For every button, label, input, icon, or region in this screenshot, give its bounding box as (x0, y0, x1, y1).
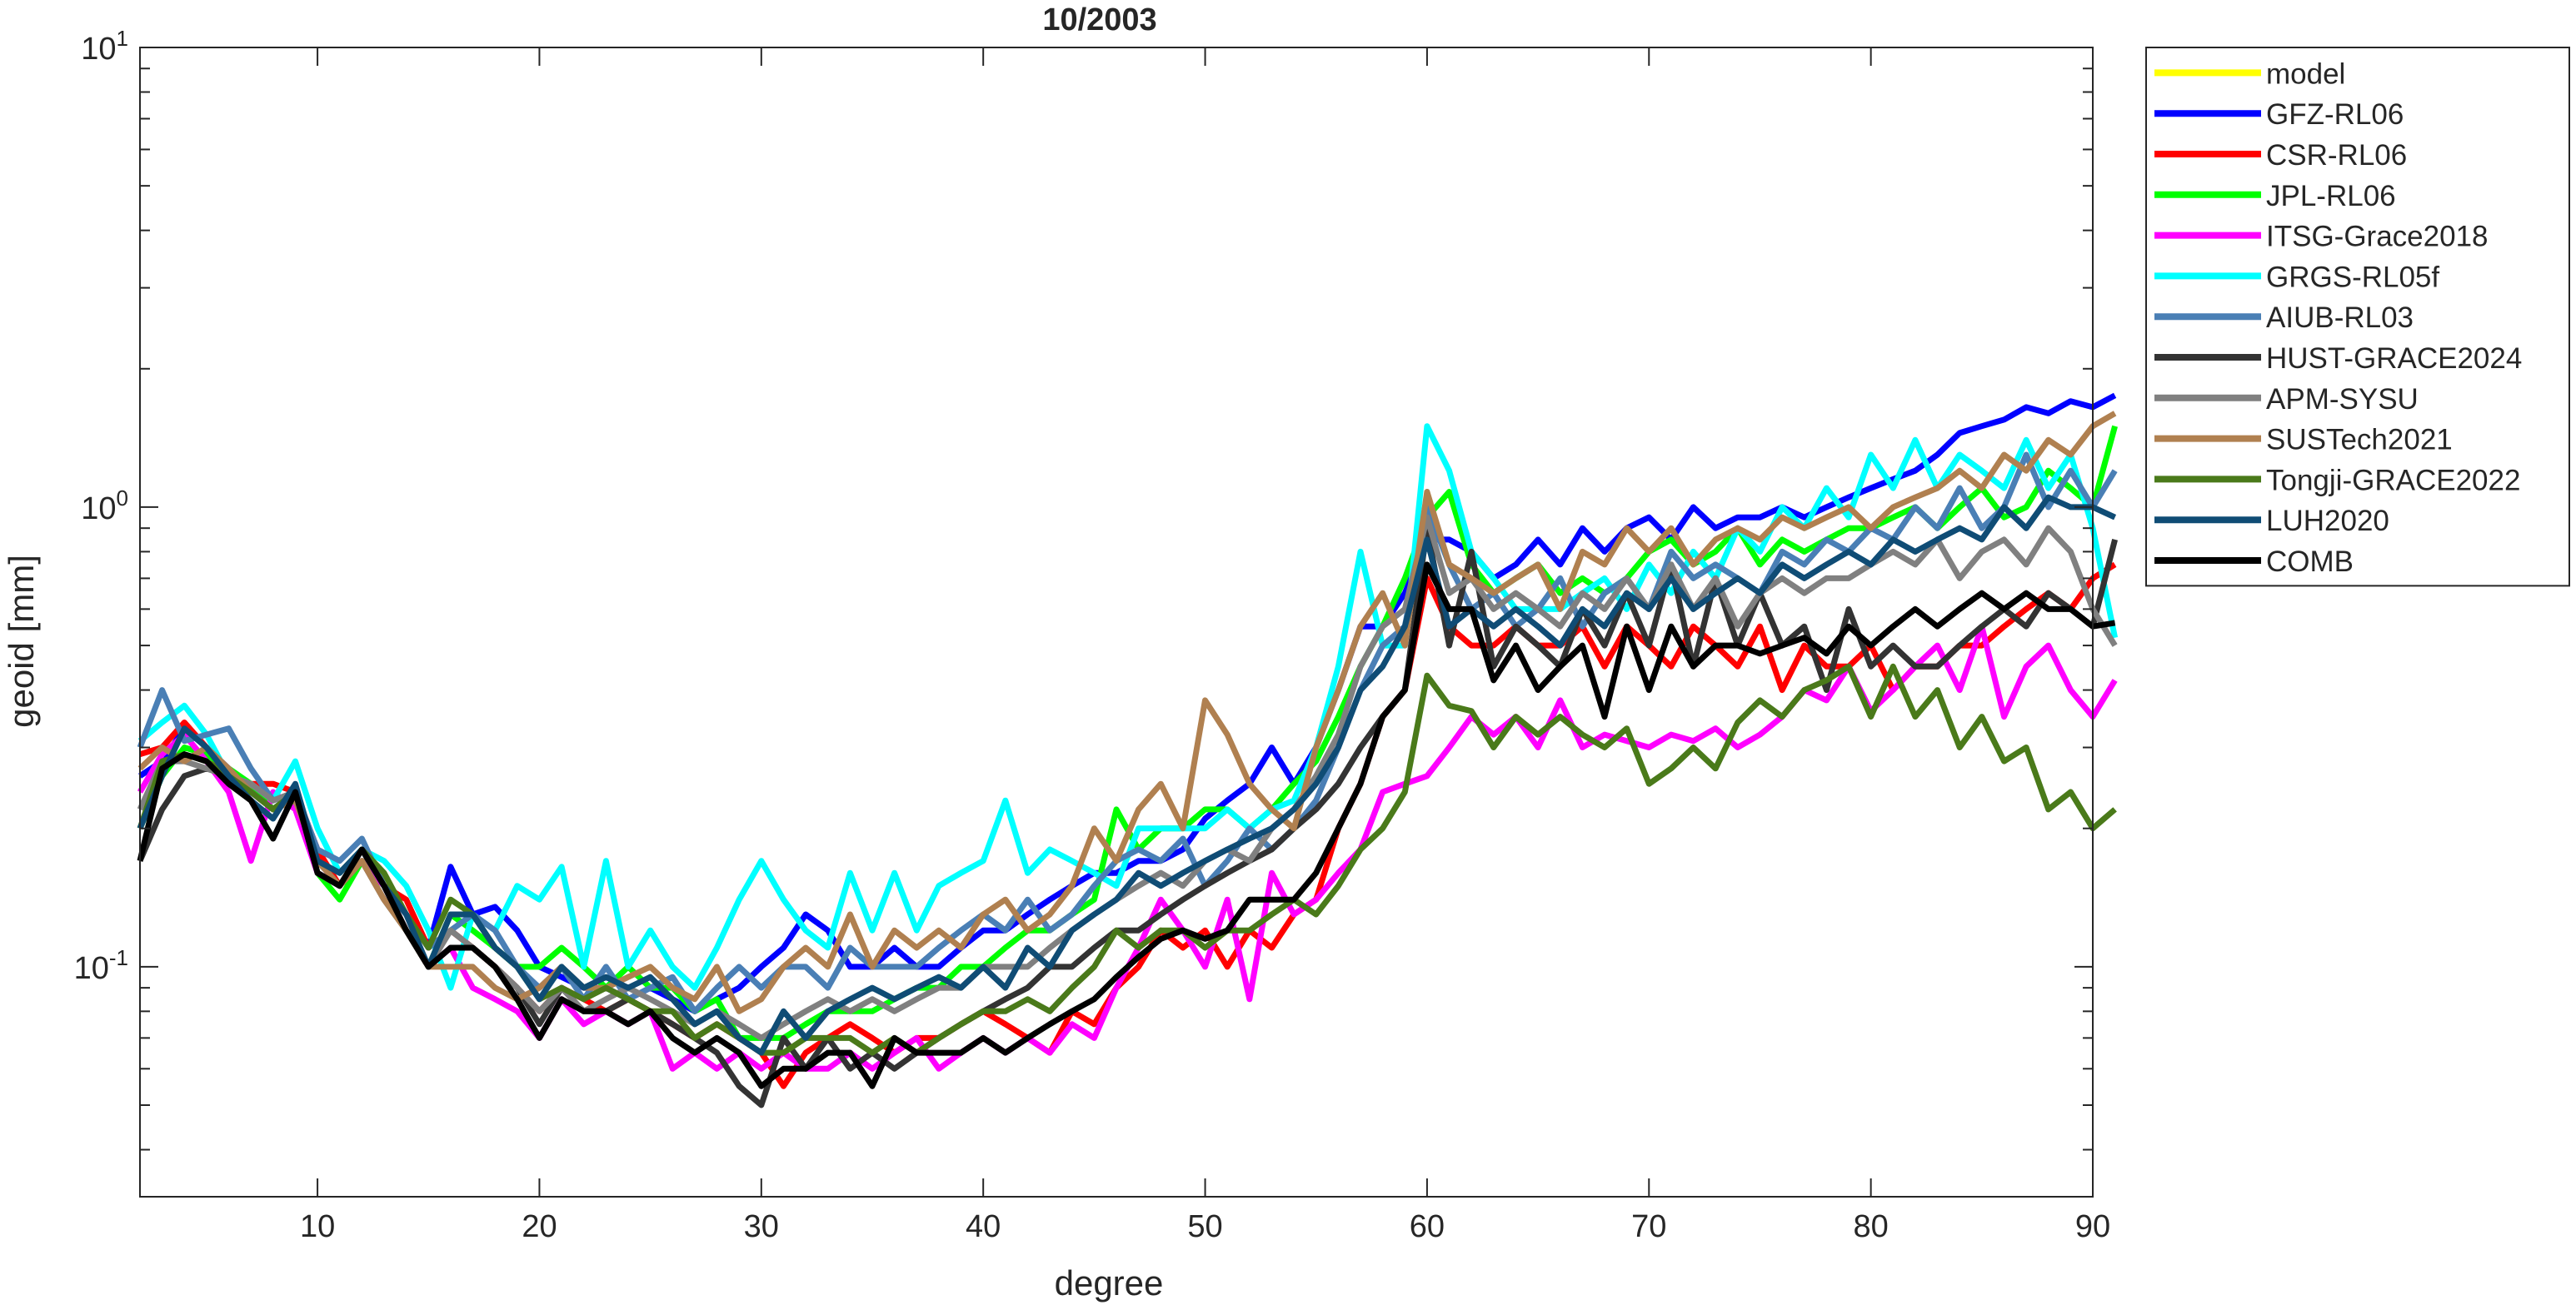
x-tick-label: 80 (1853, 1209, 1888, 1244)
legend-label: model (2266, 57, 2345, 90)
series-layer (137, 392, 2119, 1108)
series-line-luh2020 (137, 494, 2117, 1056)
plot-frame (139, 47, 2094, 1198)
legend-label: COMB (2266, 545, 2354, 578)
series-line-itsg-grace2018 (137, 623, 2118, 1072)
y-tick-label: 101 (81, 26, 128, 67)
series-line-hust-grace2024 (137, 525, 2118, 1108)
series-line-comb (137, 561, 2116, 1089)
x-tick-label: 30 (744, 1209, 779, 1244)
series-line-sustech2021 (137, 411, 2117, 1014)
legend-label: AIUB-RL03 (2266, 301, 2414, 334)
legend: model GFZ-RL06 CSR-RL06 JPL-RL06 ITSG-Grace2… (2145, 47, 2570, 587)
x-tick-label: 90 (2075, 1209, 2110, 1244)
x-tick-label: 70 (1631, 1209, 1666, 1244)
legend-label: SUSTech2021 (2266, 424, 2453, 456)
x-tick-label: 20 (522, 1209, 557, 1244)
legend-label: CSR-RL06 (2266, 139, 2407, 172)
x-tick-label: 10 (300, 1209, 335, 1244)
legend-label: GRGS-RL05f (2266, 261, 2439, 293)
series-line-gfz-rl06 (138, 392, 2117, 1014)
x-tick-label: 50 (1187, 1209, 1222, 1244)
legend-label: HUST-GRACE2024 (2266, 342, 2522, 375)
legend-label: LUH2020 (2266, 505, 2389, 537)
legend-label: Tongji-GRACE2022 (2266, 464, 2520, 496)
axis-ticks: 10 20 30 40 50 60 70 80 90 10-1 100 101 (74, 26, 2111, 1244)
y-tick-label: 10-1 (74, 945, 128, 986)
x-axis-label: degree (1055, 1263, 1164, 1303)
legend-label: JPL-RL06 (2266, 180, 2396, 212)
y-tick-label: 100 (81, 486, 128, 526)
legend-label: APM-SYSU (2266, 383, 2419, 416)
chart-title: 10/2003 (1042, 2, 1156, 37)
x-tick-label: 60 (1410, 1209, 1445, 1244)
legend-label: GFZ-RL06 (2266, 98, 2404, 131)
legend-label: ITSG-Grace2018 (2266, 221, 2489, 253)
y-axis-label: geoid [mm] (2, 555, 41, 728)
x-tick-label: 40 (966, 1209, 1001, 1244)
